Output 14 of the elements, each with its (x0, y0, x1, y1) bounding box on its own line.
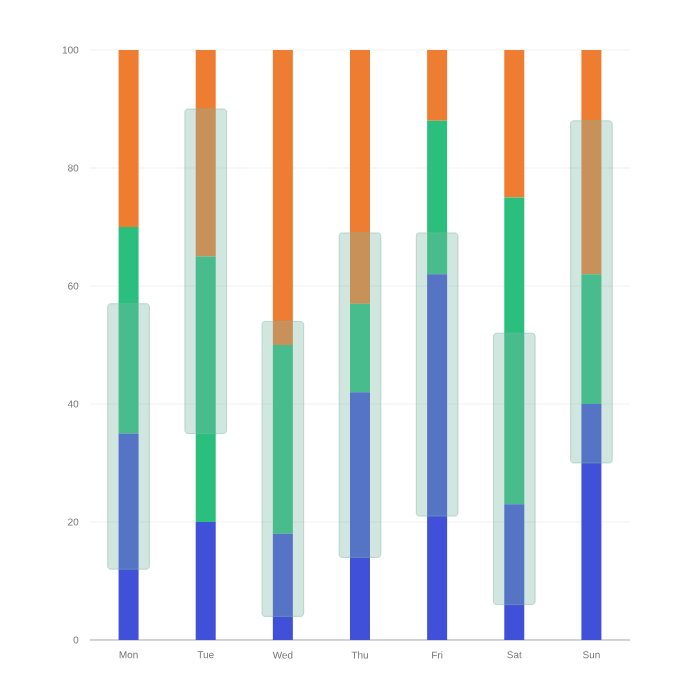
bar (261, 321, 305, 617)
bar (427, 120, 448, 275)
bar (272, 533, 293, 640)
bar (349, 303, 370, 393)
bar (581, 274, 602, 404)
bar (504, 49, 525, 198)
bar (272, 344, 293, 534)
bar (427, 49, 448, 121)
bar (504, 504, 525, 640)
bar (570, 120, 613, 464)
bar (118, 49, 139, 227)
bar (195, 522, 216, 640)
bar (581, 49, 602, 275)
bar (195, 49, 216, 257)
